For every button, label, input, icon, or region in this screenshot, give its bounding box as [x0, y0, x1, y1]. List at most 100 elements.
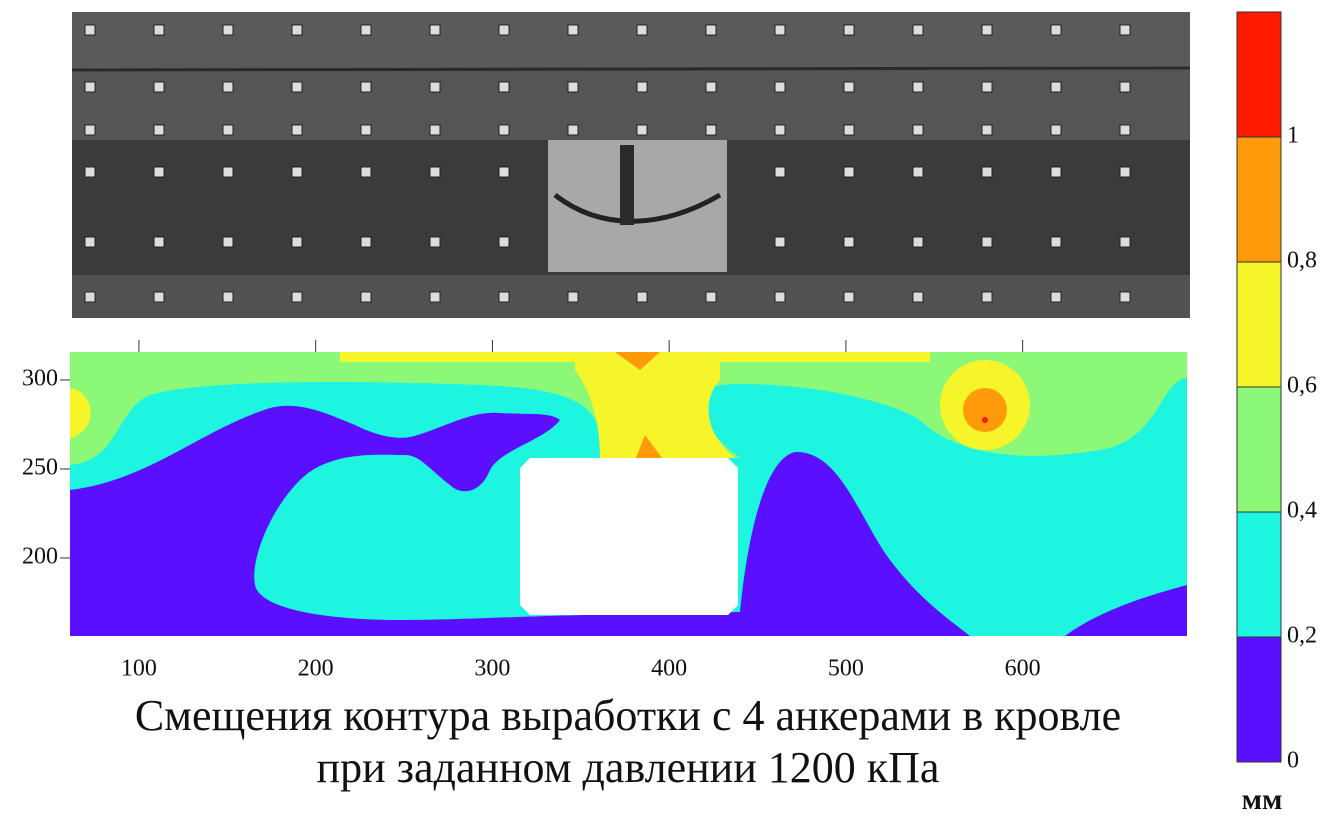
- photo-marker: [223, 292, 233, 302]
- photo-marker: [1120, 167, 1130, 177]
- photo-marker: [154, 25, 164, 35]
- x-tick-label: 600: [1005, 656, 1041, 682]
- photo-marker: [913, 237, 923, 247]
- y-tick-label: 250: [22, 454, 58, 480]
- photo-marker: [568, 82, 578, 92]
- figure: Смещения контура выработки с 4 анкерами …: [0, 0, 1341, 820]
- contour-region: [982, 417, 988, 423]
- photo-marker: [430, 82, 440, 92]
- colorbar-segment: [1237, 387, 1281, 512]
- photo-marker: [1120, 25, 1130, 35]
- photo-marker: [1120, 292, 1130, 302]
- colorbar-tick-label: 0,4: [1287, 498, 1317, 524]
- colorbar-tick-label: 0,8: [1287, 248, 1317, 274]
- x-tick-label: 400: [651, 656, 687, 682]
- photo-marker: [292, 292, 302, 302]
- colorbar-segment: [1237, 637, 1281, 762]
- photo-marker: [1051, 167, 1061, 177]
- photo-marker: [361, 125, 371, 135]
- photo-marker: [223, 237, 233, 247]
- photo-marker: [706, 292, 716, 302]
- photo-marker: [637, 292, 647, 302]
- photo-marker: [85, 237, 95, 247]
- photo-marker: [982, 82, 992, 92]
- photo-marker: [154, 82, 164, 92]
- x-tick-label: 200: [298, 656, 334, 682]
- photo-marker: [292, 125, 302, 135]
- photo-marker: [430, 125, 440, 135]
- photo-marker: [982, 292, 992, 302]
- photo-marker: [844, 125, 854, 135]
- photo-marker: [844, 25, 854, 35]
- photo-marker: [430, 167, 440, 177]
- photo-marker: [913, 125, 923, 135]
- x-tick-label: 100: [121, 656, 157, 682]
- photo-marker: [913, 292, 923, 302]
- photo-marker: [499, 125, 509, 135]
- photo-marker: [1120, 82, 1130, 92]
- photo-marker: [775, 237, 785, 247]
- photo-marker: [154, 237, 164, 247]
- colorbar-segment: [1237, 137, 1281, 262]
- photo-marker: [361, 25, 371, 35]
- y-tick-label: 300: [22, 365, 58, 391]
- photo-marker: [430, 237, 440, 247]
- photo-marker: [844, 167, 854, 177]
- photo-marker: [361, 167, 371, 177]
- colorbar-tick-label: 0,2: [1287, 623, 1317, 649]
- photo-marker: [223, 25, 233, 35]
- photo-marker: [706, 125, 716, 135]
- photo-marker: [982, 237, 992, 247]
- photo-marker: [982, 125, 992, 135]
- photo-marker: [499, 82, 509, 92]
- photo-marker: [982, 167, 992, 177]
- colorbar-tick-label: 1: [1287, 123, 1299, 149]
- photo-marker: [85, 292, 95, 302]
- photo: [72, 12, 1190, 318]
- photo-marker: [499, 237, 509, 247]
- opening: [520, 458, 738, 615]
- photo-marker: [1120, 125, 1130, 135]
- photo-marker: [154, 167, 164, 177]
- photo-marker: [844, 237, 854, 247]
- photo-marker: [913, 25, 923, 35]
- photo-marker: [154, 125, 164, 135]
- photo-marker: [637, 82, 647, 92]
- photo-marker: [361, 237, 371, 247]
- photo-marker: [499, 292, 509, 302]
- photo-marker: [568, 125, 578, 135]
- photo-marker: [775, 292, 785, 302]
- colorbar-segment: [1237, 12, 1281, 137]
- x-tick-label: 300: [474, 656, 510, 682]
- photo-marker: [775, 25, 785, 35]
- photo-marker: [844, 292, 854, 302]
- photo-marker: [85, 167, 95, 177]
- photo-marker: [361, 292, 371, 302]
- photo-marker: [154, 292, 164, 302]
- photo-marker: [706, 82, 716, 92]
- photo-marker: [1051, 237, 1061, 247]
- photo-marker: [223, 82, 233, 92]
- photo-marker: [223, 167, 233, 177]
- photo-layer: [72, 12, 1190, 70]
- photo-marker: [430, 25, 440, 35]
- title-line: Смещения контура выработки с 4 анкерами …: [135, 691, 1121, 740]
- photo-marker: [706, 25, 716, 35]
- y-tick-label: 200: [22, 544, 58, 570]
- photo-crack: [72, 68, 1190, 70]
- photo-marker: [1051, 25, 1061, 35]
- photo-marker: [982, 25, 992, 35]
- photo-marker: [292, 237, 302, 247]
- photo-marker: [85, 25, 95, 35]
- photo-layer: [72, 275, 1190, 318]
- photo-marker: [1051, 292, 1061, 302]
- photo-marker: [292, 82, 302, 92]
- photo-marker: [430, 292, 440, 302]
- colorbar-segment: [1237, 262, 1281, 387]
- photo-marker: [499, 25, 509, 35]
- x-tick-label: 500: [828, 656, 864, 682]
- colorbar-tick-label: 0,6: [1287, 373, 1317, 399]
- photo-marker: [775, 125, 785, 135]
- photo-marker: [568, 25, 578, 35]
- photo-marker: [1051, 125, 1061, 135]
